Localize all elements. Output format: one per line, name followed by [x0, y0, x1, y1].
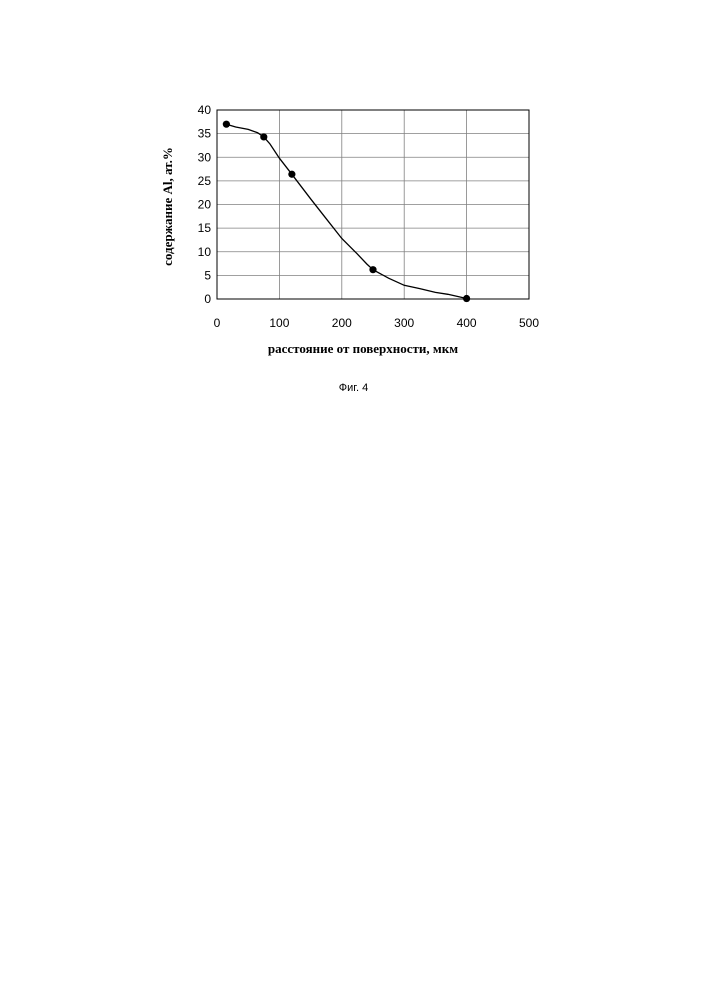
y-tick-label: 10 — [198, 245, 212, 259]
tick-labels: 05101520253035400100200300400500 — [198, 103, 540, 330]
y-tick-label: 40 — [198, 103, 212, 117]
x-tick-label: 0 — [214, 316, 221, 330]
x-tick-label: 300 — [394, 316, 414, 330]
y-tick-label: 35 — [198, 127, 212, 141]
data-point — [369, 266, 376, 273]
y-tick-label: 20 — [198, 198, 212, 212]
series-line — [226, 124, 466, 298]
y-axis-title: содержание Al, ат.% — [160, 147, 175, 266]
data-point — [463, 295, 470, 302]
x-axis-title: расстояние от поверхности, мкм — [268, 341, 458, 356]
data-markers — [223, 121, 470, 303]
data-point — [288, 171, 295, 178]
data-point — [260, 133, 267, 140]
y-tick-label: 0 — [204, 292, 211, 306]
x-tick-label: 400 — [457, 316, 477, 330]
x-tick-label: 100 — [269, 316, 289, 330]
x-tick-label: 500 — [519, 316, 539, 330]
y-tick-label: 25 — [198, 174, 212, 188]
data-point — [223, 121, 230, 128]
y-tick-label: 15 — [198, 221, 212, 235]
y-tick-label: 5 — [204, 268, 211, 282]
line-chart: 05101520253035400100200300400500 содержа… — [0, 0, 707, 420]
figure-caption: Фиг. 4 — [0, 382, 707, 394]
x-tick-label: 200 — [332, 316, 352, 330]
y-tick-label: 30 — [198, 150, 212, 164]
